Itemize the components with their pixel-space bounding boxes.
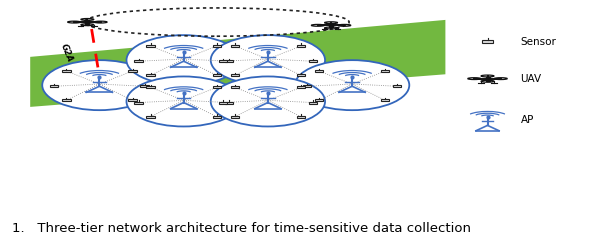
- FancyBboxPatch shape: [50, 85, 58, 87]
- FancyBboxPatch shape: [309, 102, 317, 103]
- Ellipse shape: [211, 35, 325, 85]
- FancyBboxPatch shape: [134, 102, 142, 103]
- FancyBboxPatch shape: [141, 85, 149, 87]
- FancyBboxPatch shape: [393, 85, 402, 87]
- FancyBboxPatch shape: [309, 60, 317, 62]
- Ellipse shape: [211, 76, 325, 126]
- FancyBboxPatch shape: [219, 60, 227, 62]
- FancyBboxPatch shape: [128, 70, 137, 72]
- FancyBboxPatch shape: [225, 102, 233, 103]
- FancyBboxPatch shape: [297, 116, 305, 118]
- FancyBboxPatch shape: [231, 45, 239, 47]
- FancyBboxPatch shape: [128, 100, 137, 101]
- FancyBboxPatch shape: [212, 86, 221, 88]
- FancyBboxPatch shape: [212, 116, 221, 118]
- FancyBboxPatch shape: [62, 70, 71, 72]
- FancyBboxPatch shape: [297, 74, 305, 76]
- FancyBboxPatch shape: [381, 100, 389, 101]
- FancyBboxPatch shape: [231, 116, 239, 118]
- Ellipse shape: [42, 60, 157, 110]
- FancyBboxPatch shape: [297, 45, 305, 47]
- Text: AP: AP: [521, 115, 534, 125]
- FancyBboxPatch shape: [146, 74, 155, 76]
- FancyBboxPatch shape: [146, 86, 155, 88]
- Text: 1.   Three-tier network architecture for time-sensitive data collection: 1. Three-tier network architecture for t…: [12, 222, 471, 235]
- FancyBboxPatch shape: [212, 74, 221, 76]
- FancyBboxPatch shape: [482, 40, 493, 43]
- FancyBboxPatch shape: [297, 86, 305, 88]
- Text: UAV: UAV: [521, 74, 542, 84]
- Ellipse shape: [126, 35, 241, 85]
- FancyBboxPatch shape: [62, 100, 71, 101]
- Ellipse shape: [126, 76, 241, 126]
- FancyBboxPatch shape: [231, 86, 239, 88]
- Text: G2A: G2A: [58, 42, 74, 63]
- Ellipse shape: [295, 60, 410, 110]
- Text: Sensor: Sensor: [521, 37, 556, 47]
- FancyBboxPatch shape: [146, 45, 155, 47]
- FancyBboxPatch shape: [315, 70, 323, 72]
- FancyBboxPatch shape: [219, 102, 227, 103]
- FancyBboxPatch shape: [231, 74, 239, 76]
- FancyBboxPatch shape: [315, 100, 323, 101]
- FancyBboxPatch shape: [303, 85, 311, 87]
- FancyBboxPatch shape: [146, 116, 155, 118]
- Polygon shape: [30, 20, 445, 107]
- FancyBboxPatch shape: [134, 60, 142, 62]
- FancyBboxPatch shape: [381, 70, 389, 72]
- FancyBboxPatch shape: [212, 45, 221, 47]
- FancyBboxPatch shape: [225, 60, 233, 62]
